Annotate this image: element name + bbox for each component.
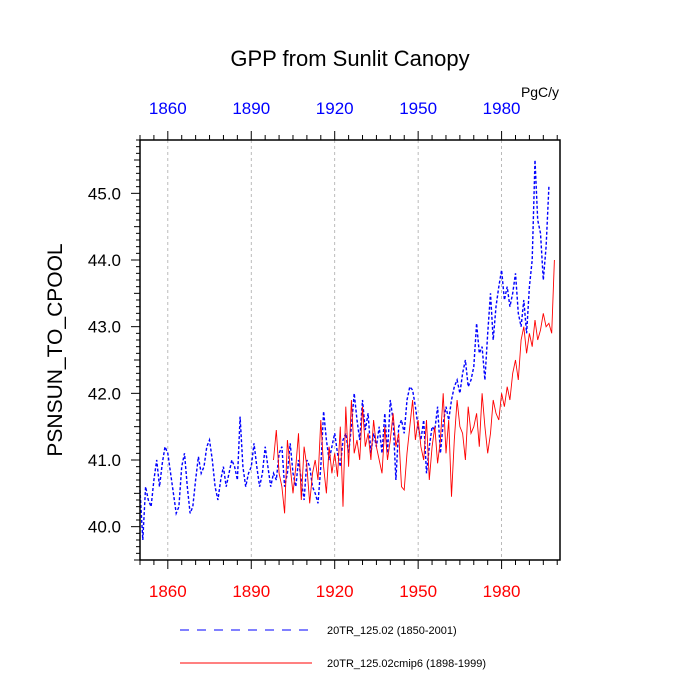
tick-labels: 1860 1860 1890 1890 1920 1920 1950 1950 1980 1980… — [88, 99, 521, 601]
y-tick-label: 42.0 — [88, 384, 121, 403]
legend-label-2: 20TR_125.02cmip6 (1898-1999) — [327, 658, 486, 670]
x-tick-label-top: 1950 — [399, 99, 437, 118]
x-tick-label-bottom: 1950 — [399, 582, 437, 601]
x-tick-label-bottom: 1920 — [316, 582, 354, 601]
y-tick-label: 40.0 — [88, 518, 121, 537]
y-axis-label: PSNSUN_TO_CPOOL — [44, 243, 67, 456]
x-tick-label-bottom: 1980 — [483, 582, 521, 601]
legend: 20TR_125.02 (1850-2001) 20TR_125.02cmip6 … — [180, 625, 486, 670]
y-tick-label: 41.0 — [88, 451, 121, 470]
y-tick-label: 44.0 — [88, 251, 121, 270]
series-line-2 — [273, 259, 555, 514]
x-tick-label-top: 1980 — [483, 99, 521, 118]
legend-label-1: 20TR_125.02 (1850-2001) — [327, 625, 457, 637]
y-tick-label: 45.0 — [88, 184, 121, 203]
x-tick-label-bottom: 1860 — [149, 582, 187, 601]
units-label: PgC/y — [521, 84, 559, 100]
chart-title: GPP from Sunlit Canopy — [230, 46, 469, 71]
y-tick-label: 43.0 — [88, 318, 121, 337]
x-tick-label-top: 1890 — [232, 99, 270, 118]
series-line-1 — [139, 159, 550, 541]
gridlines — [167, 140, 502, 560]
axis-ticks — [131, 131, 558, 569]
x-tick-label-top: 1920 — [316, 99, 354, 118]
x-tick-label-bottom: 1890 — [232, 582, 270, 601]
plot-frame — [139, 139, 561, 561]
series-layer — [139, 159, 555, 541]
x-tick-label-top: 1860 — [149, 99, 187, 118]
